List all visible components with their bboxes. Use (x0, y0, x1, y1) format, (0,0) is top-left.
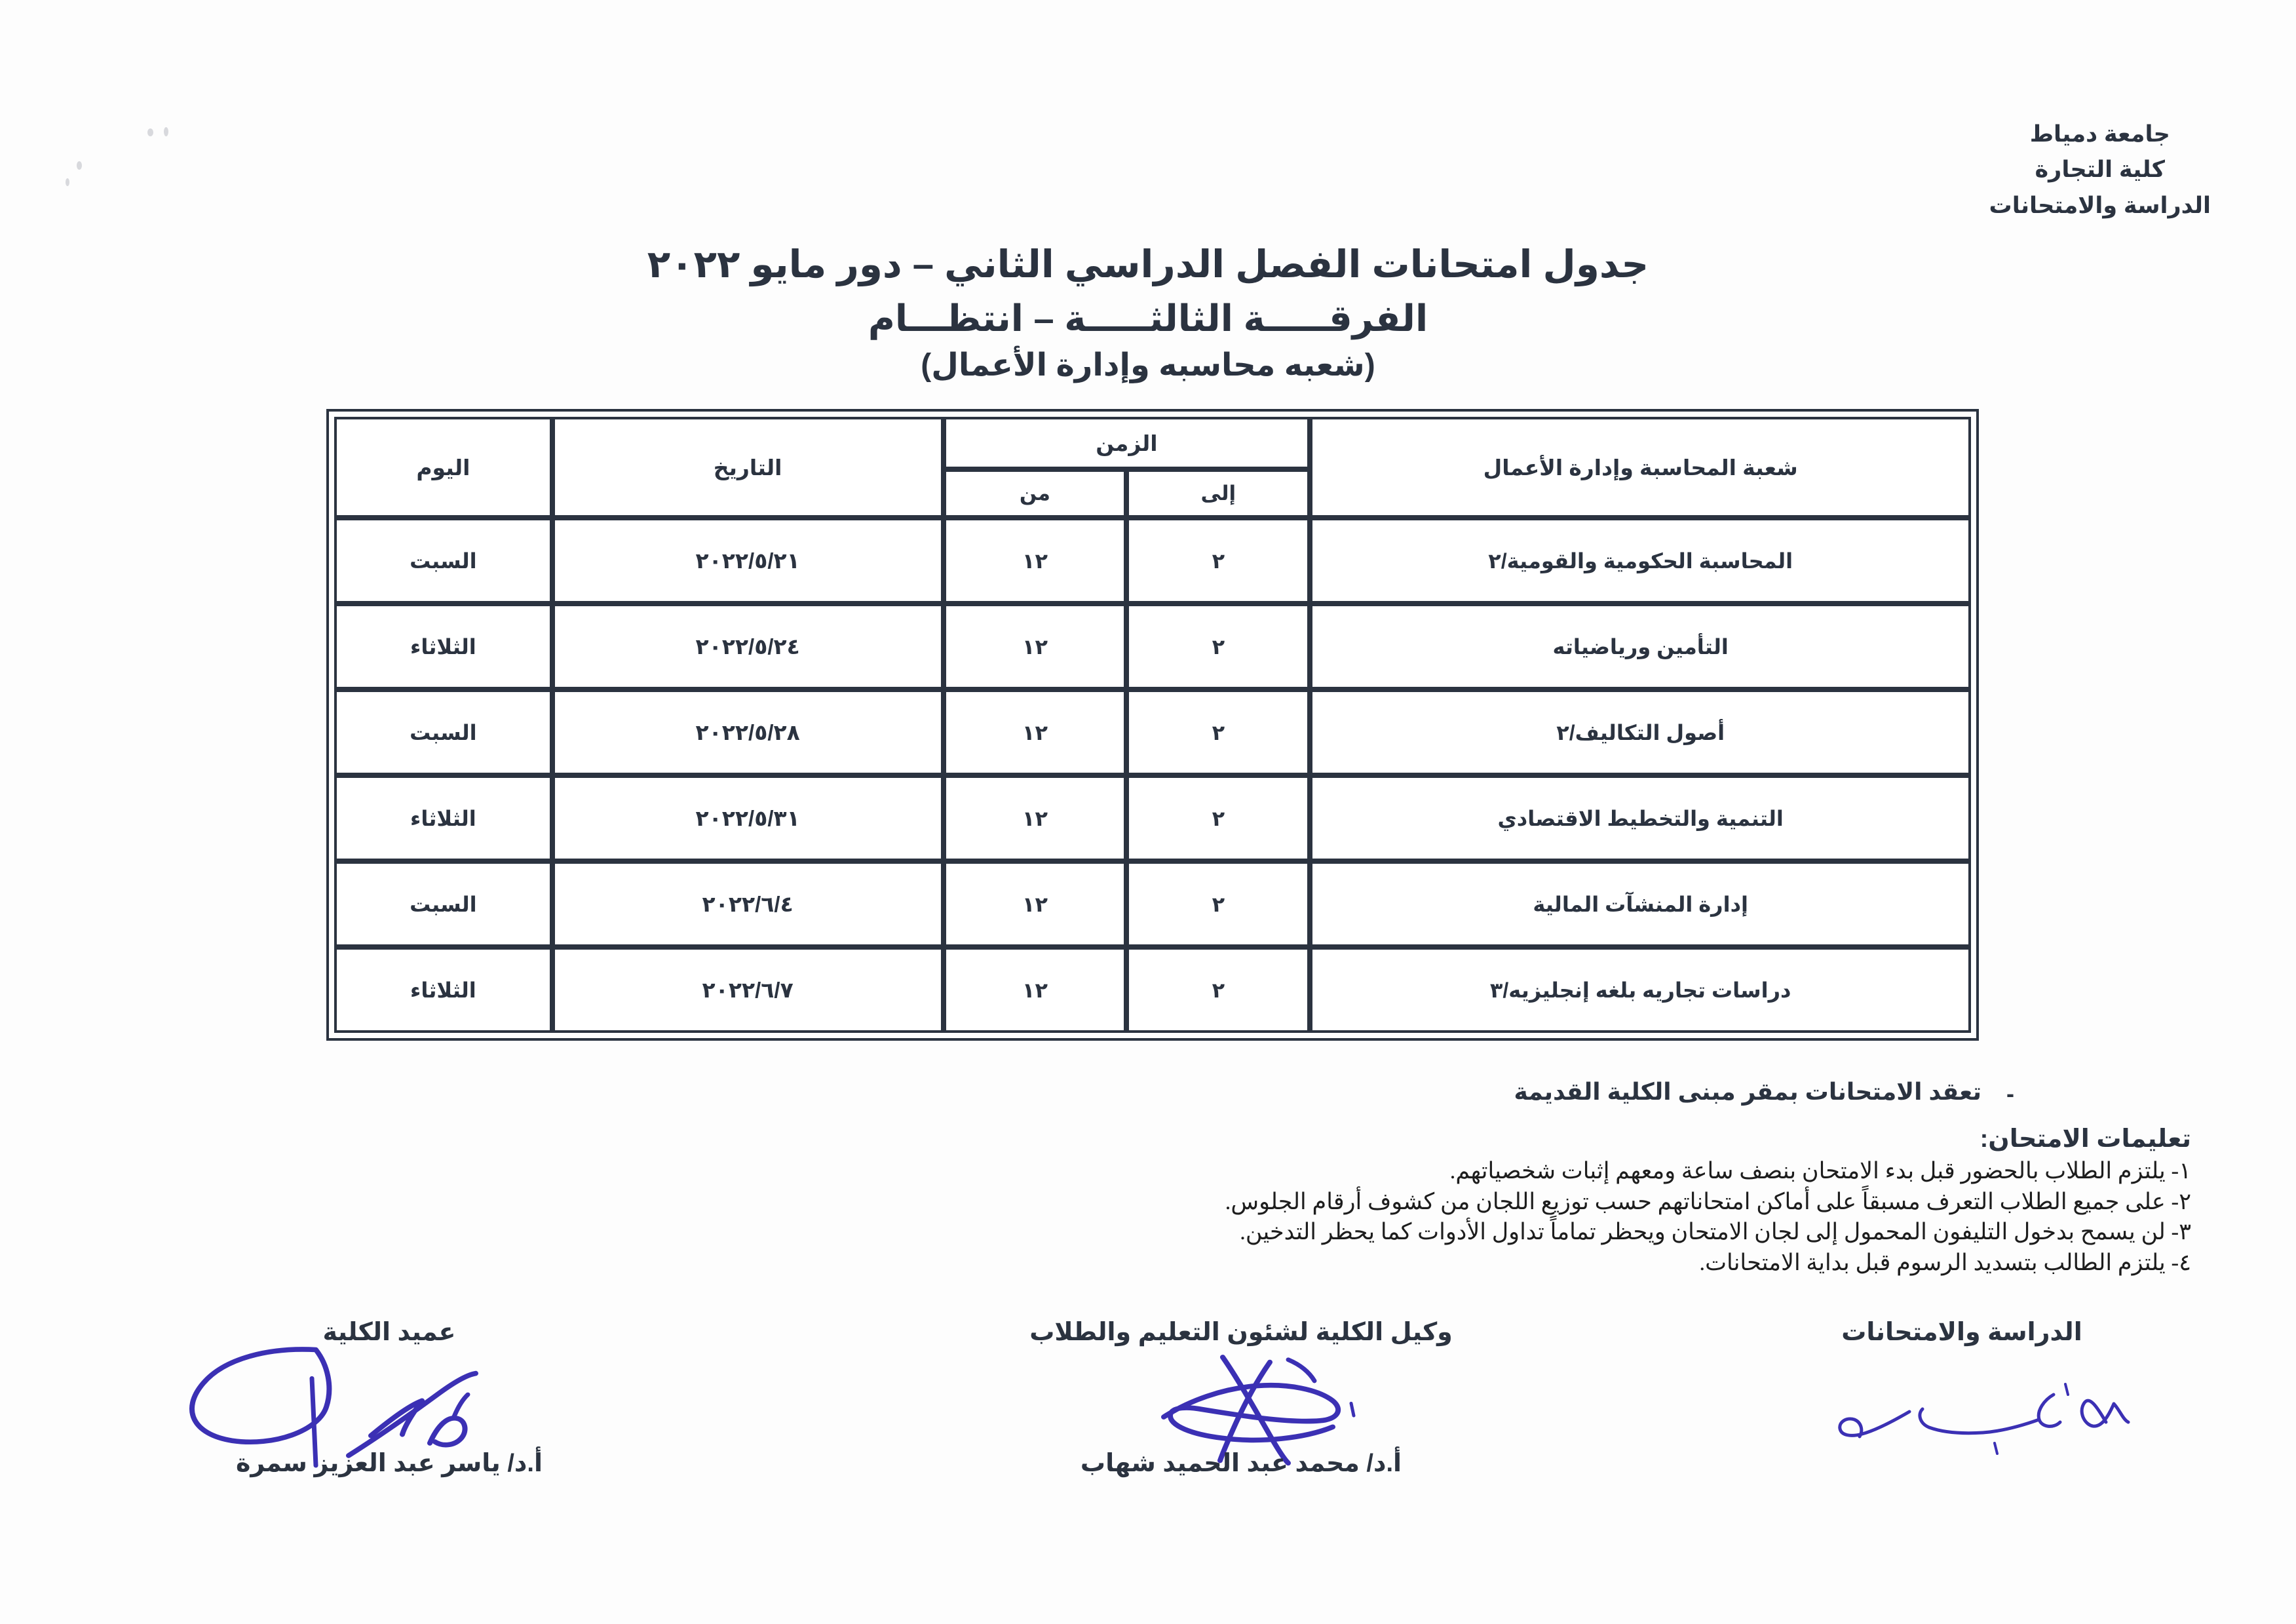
table-row: المحاسبة الحكومية والقومية/٢ ٢ ١٢ ٢٠٢٢/٥… (334, 518, 1971, 604)
table-row: إدارة المنشآت المالية ٢ ١٢ ٢٠٢٢/٦/٤ السب… (334, 861, 1971, 947)
signature-block-dean: عميد الكلية أ.د/ ياسر عبد العزيز سمرة (140, 1317, 638, 1477)
instruction-item: ٢- على جميع الطلاب التعرف مسبقاً على أما… (1225, 1188, 2191, 1214)
schedule-table: شعبة المحاسبة وإدارة الأعمال الزمن التار… (334, 417, 1971, 1033)
letterhead-faculty: كلية التجارة (2035, 157, 2165, 183)
letterhead-department: الدراسة والامتحانات (1989, 192, 2211, 218)
table-row: التأمين ورياضياته ٢ ١٢ ٢٠٢٢/٥/٢٤ الثلاثا… (334, 604, 1971, 689)
cell-subject: إدارة المنشآت المالية (1310, 861, 1971, 947)
cell-time-from: ١٢ (943, 947, 1127, 1033)
header-subject: شعبة المحاسبة وإدارة الأعمال (1310, 417, 1971, 518)
title-block: جدول امتحانات الفصل الدراسي الثاني – دور… (0, 241, 2296, 383)
cell-subject: التأمين ورياضياته (1310, 604, 1971, 689)
venue-note: تعقد الامتحانات بمقر مبنى الكلية القديمة (1514, 1078, 1981, 1105)
cell-day: السبت (334, 518, 552, 604)
instructions-block: تعليمات الامتحان: ١- يلتزم الطلاب بالحضو… (105, 1124, 2191, 1278)
signature-title: وكيل الكلية لشئون التعليم والطلاب (1029, 1319, 1453, 1346)
cell-subject: المحاسبة الحكومية والقومية/٢ (1310, 518, 1971, 604)
cell-subject: دراسات تجاريه بلغه إنجليزيه/٣ (1310, 947, 1971, 1033)
cell-day: الثلاثاء (334, 947, 552, 1033)
page-subtitle-year: الفرقـــــة الثالثـــــة – انتظـــام (868, 297, 1428, 339)
table-header-row-1: شعبة المحاسبة وإدارة الأعمال الزمن التار… (334, 417, 1971, 518)
cell-day: الثلاثاء (334, 604, 552, 689)
header-time-from: من (943, 469, 1127, 518)
table-row: دراسات تجاريه بلغه إنجليزيه/٣ ٢ ١٢ ٢٠٢٢/… (334, 947, 1971, 1033)
letterhead-university: جامعة دمياط (2029, 121, 2170, 147)
cell-time-from: ١٢ (943, 604, 1127, 689)
header-day: اليوم (334, 417, 552, 518)
instruction-item: ٣- لن يسمح بدخول التليفون المحمول إلى لج… (1240, 1219, 2191, 1245)
cell-subject: أصول التكاليف/٢ (1310, 689, 1971, 775)
header-time-to: إلى (1126, 469, 1311, 518)
cell-time-from: ١٢ (943, 775, 1127, 861)
cell-date: ٢٠٢٢/٥/٢٨ (552, 689, 944, 775)
cell-day: السبت (334, 689, 552, 775)
table-header-row-2: إلى من (334, 469, 1971, 518)
cell-time-from: ١٢ (943, 689, 1127, 775)
cell-date: ٢٠٢٢/٦/٤ (552, 861, 944, 947)
cell-date: ٢٠٢٢/٥/٢٤ (552, 604, 944, 689)
note-bullet-dash: - (2006, 1080, 2014, 1107)
table-head: شعبة المحاسبة وإدارة الأعمال الزمن التار… (334, 417, 1971, 518)
page-subtitle-department: (شعبه محاسبه وإدارة الأعمال) (921, 347, 1375, 383)
table-body: المحاسبة الحكومية والقومية/٢ ٢ ١٢ ٢٠٢٢/٥… (334, 518, 1971, 1033)
cell-day: السبت (334, 861, 552, 947)
signature-title: عميد الكلية (322, 1319, 456, 1346)
schedule-table-wrapper: شعبة المحاسبة وإدارة الأعمال الزمن التار… (326, 409, 1979, 1041)
cell-time-to: ٢ (1126, 689, 1311, 775)
cell-time-to: ٢ (1126, 947, 1311, 1033)
instruction-item: ٤- يلتزم الطالب بتسديد الرسوم قبل بداية … (1699, 1249, 2191, 1275)
cell-time-to: ٢ (1126, 861, 1311, 947)
cell-day: الثلاثاء (334, 775, 552, 861)
handwritten-signature-icon (1713, 1344, 2211, 1468)
header-date: التاريخ (552, 417, 944, 518)
signature-name: أ.د/ ياسر عبد العزيز سمرة (235, 1450, 543, 1477)
cell-date: ٢٠٢٢/٥/٢١ (552, 518, 944, 604)
header-time-group: الزمن (943, 417, 1311, 469)
cell-time-to: ٢ (1126, 604, 1311, 689)
cell-subject: التنمية والتخطيط الاقتصادي (1310, 775, 1971, 861)
cell-time-to: ٢ (1126, 518, 1311, 604)
instructions-list: ١- يلتزم الطلاب بالحضور قبل بدء الامتحان… (105, 1156, 2191, 1278)
signature-title: الدراسة والامتحانات (1841, 1319, 2082, 1346)
table-row: التنمية والتخطيط الاقتصادي ٢ ١٢ ٢٠٢٢/٥/٣… (334, 775, 1971, 861)
signature-row: الدراسة والامتحانات وكيل الكلية لشئون ال… (0, 1317, 2296, 1593)
cell-time-from: ١٢ (943, 518, 1127, 604)
cell-date: ٢٠٢٢/٦/٧ (552, 947, 944, 1033)
letterhead: جامعة دمياط كلية التجارة الدراسة والامتح… (1989, 117, 2211, 223)
signature-block-exams-office: الدراسة والامتحانات (1713, 1317, 2211, 1455)
table-row: أصول التكاليف/٢ ٢ ١٢ ٢٠٢٢/٥/٢٨ السبت (334, 689, 1971, 775)
signature-name: أ.د/ محمد عبد الحميد شهاب (1080, 1450, 1402, 1477)
cell-date: ٢٠٢٢/٥/٣١ (552, 775, 944, 861)
instructions-title: تعليمات الامتحان: (1980, 1125, 2191, 1153)
cell-time-to: ٢ (1126, 775, 1311, 861)
cell-time-from: ١٢ (943, 861, 1127, 947)
instruction-item: ١- يلتزم الطلاب بالحضور قبل بدء الامتحان… (1449, 1158, 2191, 1184)
page-title: جدول امتحانات الفصل الدراسي الثاني – دور… (647, 243, 1649, 286)
signature-block-vice-dean: وكيل الكلية لشئون التعليم والطلاب أ.د/ م… (992, 1317, 1490, 1477)
